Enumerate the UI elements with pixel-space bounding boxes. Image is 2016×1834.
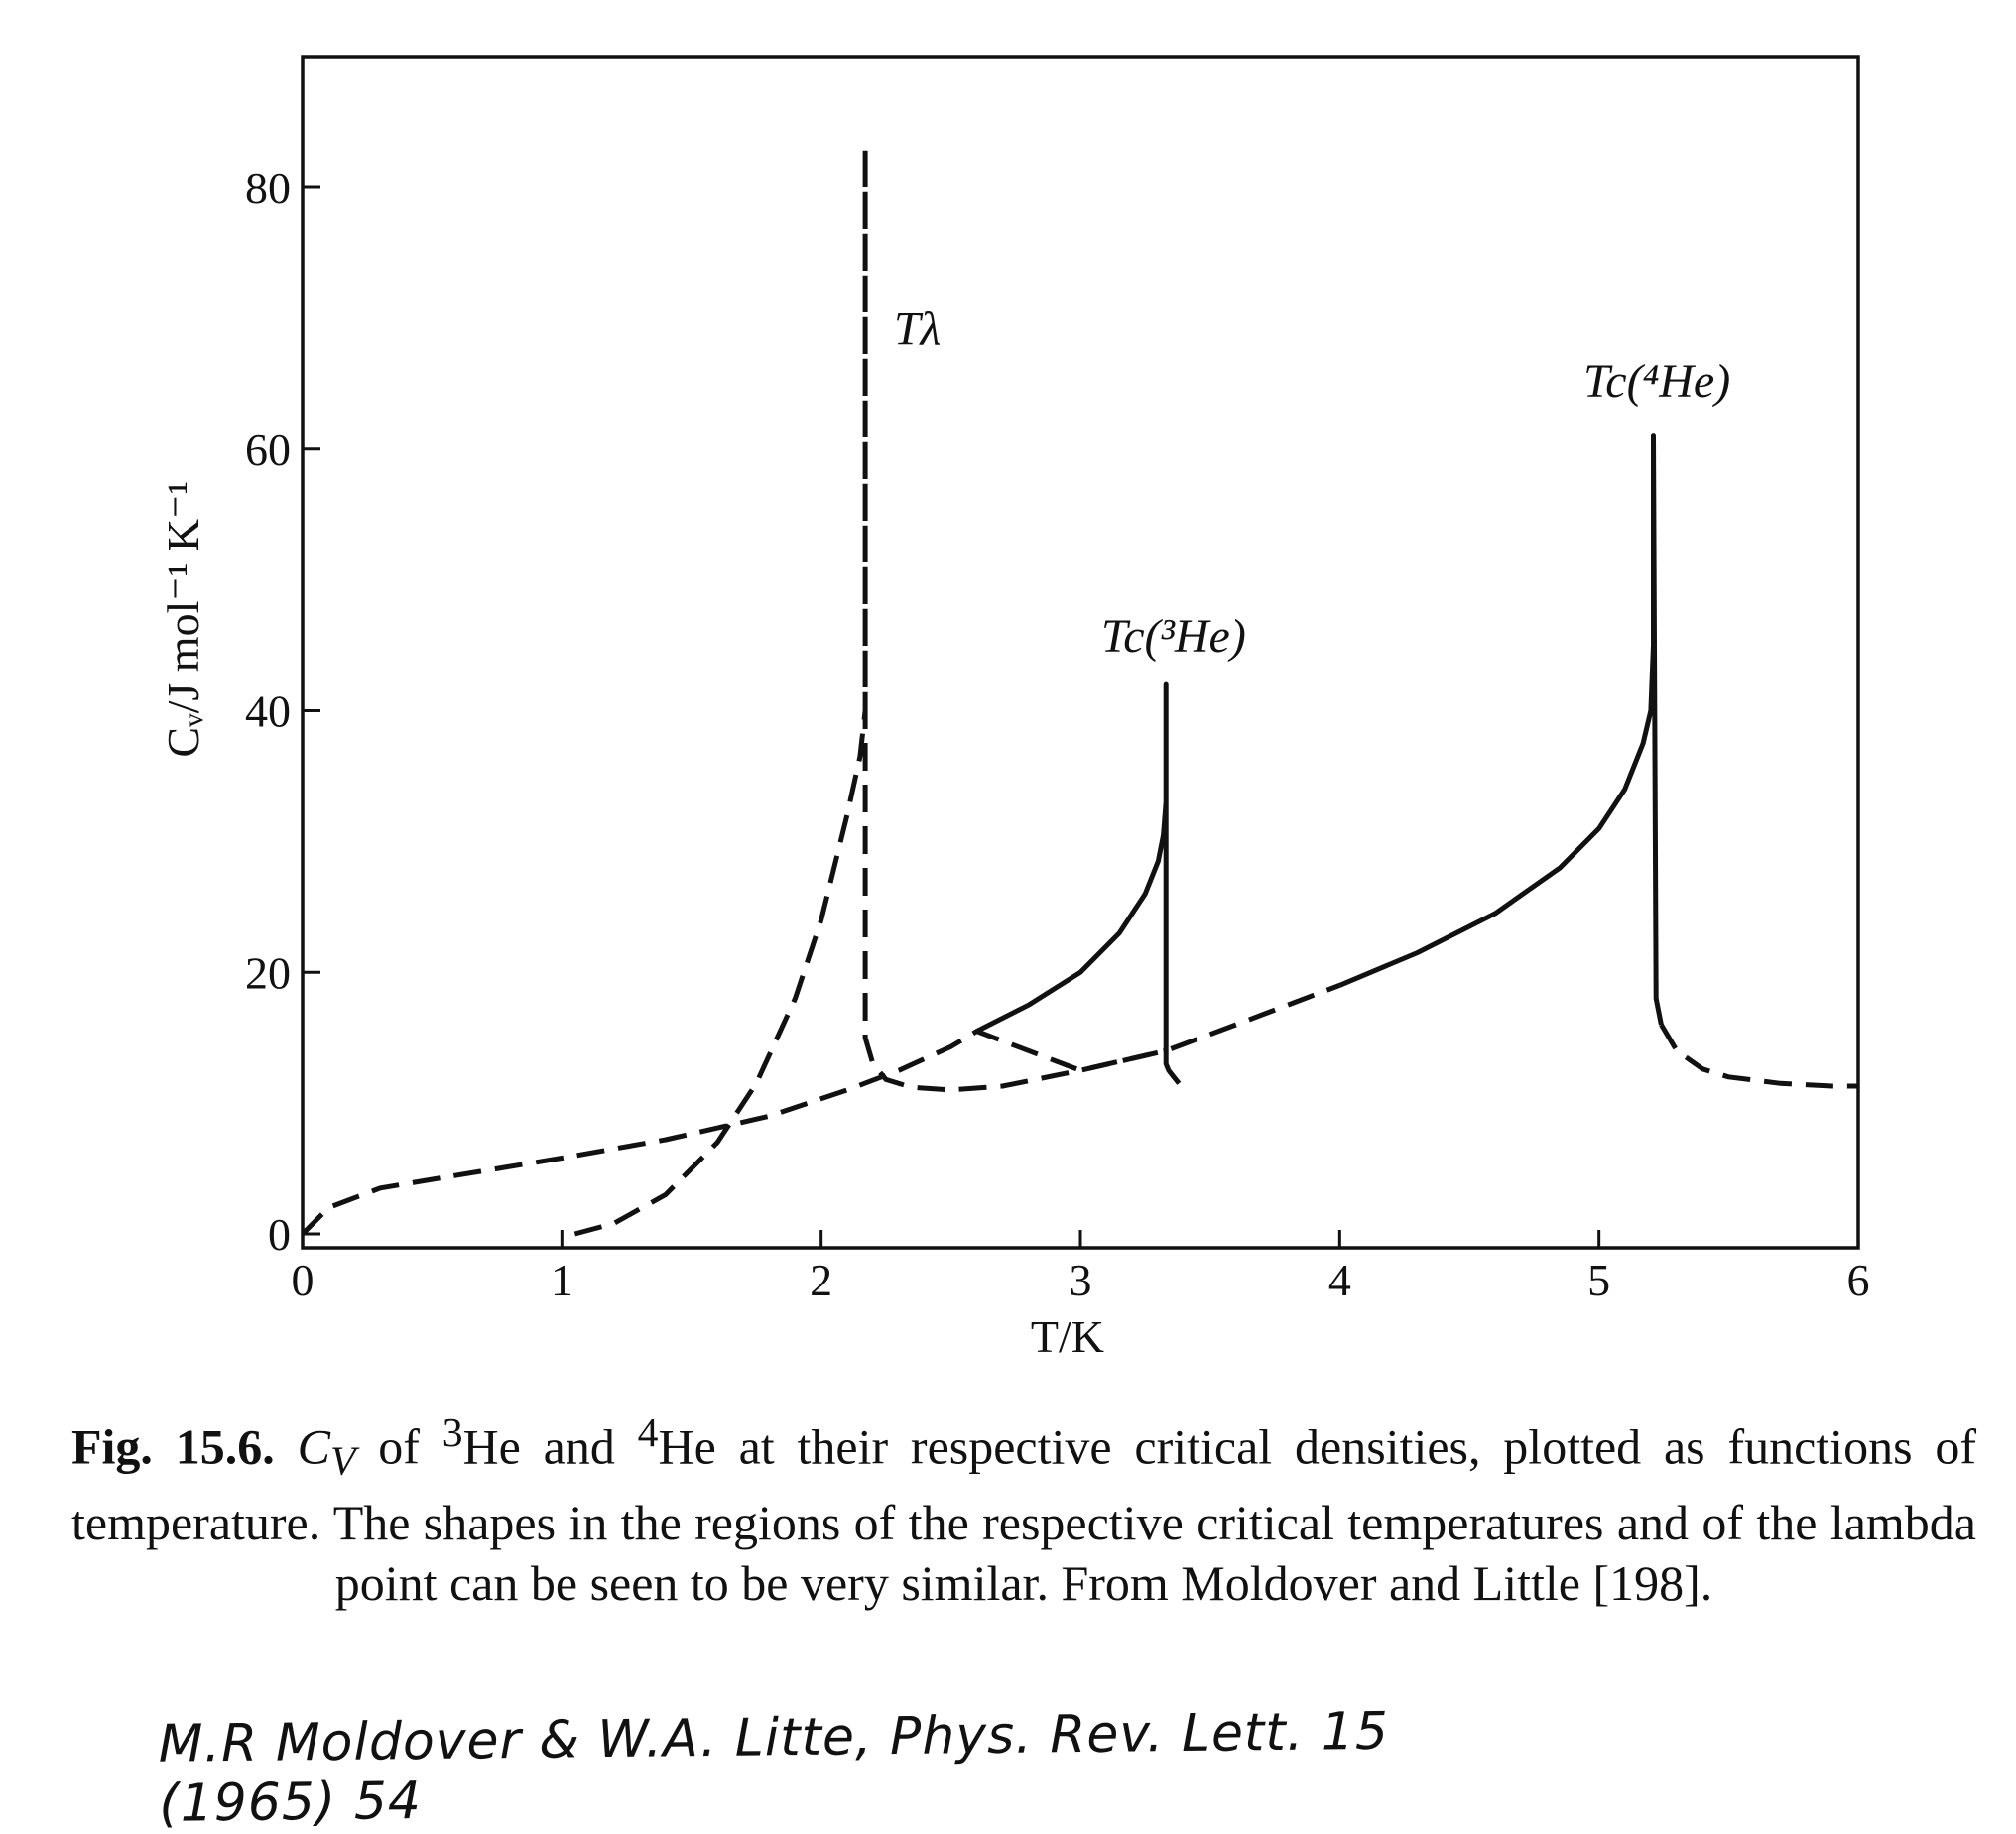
series-he4-continuation: [1659, 1023, 1858, 1089]
series-he4-lambda: [573, 145, 1167, 1237]
annotation-tc-4he: Tc(⁴He): [1583, 355, 1730, 408]
series-he3-critical: [975, 681, 1182, 1085]
x-axis-title: T/K: [1031, 1311, 1104, 1362]
x-tick-label: 0: [292, 1255, 315, 1305]
x-tick-label: 4: [1328, 1255, 1351, 1305]
annotation-t-lambda: Tλ: [894, 303, 941, 355]
y-tick-label: 20: [245, 947, 291, 998]
caption-sup-4: 4: [637, 1410, 659, 1456]
x-tick-label: 6: [1847, 1255, 1870, 1305]
caption-symbol-sub: V: [329, 1438, 356, 1485]
series-layer: [301, 145, 1858, 1237]
caption-sup-3: 3: [441, 1410, 463, 1456]
caption-text-1: of: [355, 1418, 442, 1475]
handwritten-reference: M.R Moldover & W.A. Litte, Phys. Rev. Le…: [158, 1701, 1390, 1834]
y-axis-title: Cᵥ/J mol⁻¹ K⁻¹: [158, 481, 208, 758]
y-tick-label: 80: [245, 163, 291, 213]
plot-border: [301, 55, 1860, 1250]
x-tick-label: 3: [1070, 1255, 1092, 1305]
figure-caption: Fig. 15.6. CV of 3He and 4He at their re…: [71, 1404, 1976, 1614]
series-he3-continuation: [301, 983, 1341, 1236]
x-tick-label: 5: [1587, 1255, 1610, 1305]
caption-symbol: C: [297, 1418, 330, 1475]
plot-frame: [301, 55, 1860, 1250]
y-tick-label: 40: [245, 686, 291, 737]
y-tick-label: 0: [268, 1209, 291, 1260]
annotations-layer: Tλ Tc(³He) Tc(⁴He): [894, 303, 1730, 663]
caption-text-2: He and: [462, 1418, 638, 1475]
y-axis-title-text: Cᵥ/J mol⁻¹ K⁻¹: [158, 481, 208, 758]
caption-label: Fig. 15.6.: [71, 1418, 275, 1475]
annotation-tc-3he: Tc(³He): [1101, 610, 1246, 663]
x-tick-label: 2: [810, 1255, 832, 1305]
series-he4-critical: [1338, 433, 1664, 1026]
caption-text-3: He at their respective critical densitie…: [71, 1418, 1977, 1611]
x-tick-label: 1: [551, 1255, 573, 1305]
y-tick-label: 60: [245, 425, 291, 475]
